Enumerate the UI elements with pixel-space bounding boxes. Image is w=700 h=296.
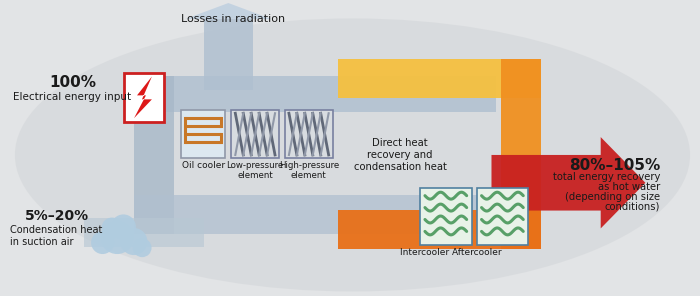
Text: conditions): conditions) (605, 202, 660, 212)
FancyBboxPatch shape (124, 73, 164, 122)
Text: Condensation heat
in suction air: Condensation heat in suction air (10, 226, 103, 247)
FancyBboxPatch shape (420, 188, 472, 245)
Circle shape (120, 228, 148, 255)
Polygon shape (337, 210, 541, 249)
Text: 5%–20%: 5%–20% (25, 210, 89, 223)
FancyBboxPatch shape (231, 110, 279, 158)
Ellipse shape (15, 18, 690, 292)
Text: High-pressure
element: High-pressure element (279, 161, 339, 180)
Polygon shape (134, 75, 174, 234)
Circle shape (133, 238, 152, 257)
Polygon shape (134, 75, 496, 112)
Polygon shape (134, 195, 506, 234)
Text: Oil cooler: Oil cooler (182, 161, 225, 170)
Circle shape (91, 231, 114, 254)
Text: total energy recovery: total energy recovery (553, 172, 660, 182)
Text: (depending on size: (depending on size (565, 192, 660, 202)
Text: Losses in radiation: Losses in radiation (181, 14, 286, 24)
Text: 80%–105%: 80%–105% (569, 158, 660, 173)
FancyBboxPatch shape (285, 110, 332, 158)
Polygon shape (337, 59, 541, 98)
Text: as hot water: as hot water (598, 182, 660, 192)
Text: Low-pressure
element: Low-pressure element (227, 161, 284, 180)
Text: 100%: 100% (49, 75, 96, 90)
Polygon shape (186, 3, 271, 19)
Circle shape (102, 218, 122, 238)
Text: Intercooler Aftercooler: Intercooler Aftercooler (400, 248, 502, 257)
FancyBboxPatch shape (477, 188, 528, 245)
Polygon shape (204, 19, 253, 90)
Polygon shape (491, 137, 645, 229)
Polygon shape (85, 218, 204, 247)
Text: Direct heat
recovery and
condensation heat: Direct heat recovery and condensation he… (354, 138, 447, 172)
Text: Electrical energy input: Electrical energy input (13, 92, 132, 102)
Circle shape (101, 221, 134, 254)
Polygon shape (501, 59, 541, 249)
Polygon shape (134, 76, 152, 118)
Circle shape (111, 214, 136, 239)
FancyBboxPatch shape (181, 110, 225, 158)
